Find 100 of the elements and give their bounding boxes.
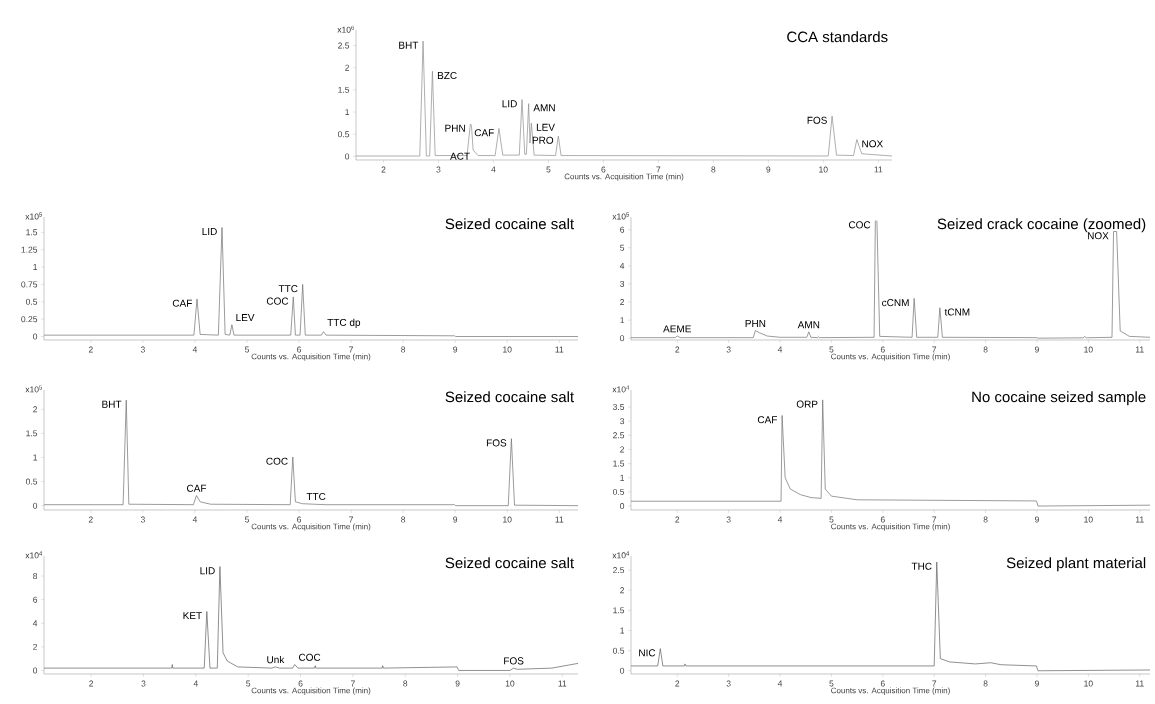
annotation: PHN	[445, 124, 465, 132]
y-tick-label: 1	[620, 474, 625, 481]
y-axis-title: x10$^{4}$	[25, 551, 43, 559]
y-tick-label: 0	[620, 335, 625, 342]
x-tick-label: 3	[726, 680, 731, 687]
x-tick-label: 2	[675, 680, 680, 687]
y-axis-title: x10$^{4}$	[612, 551, 630, 559]
x-tick-label: 6	[601, 166, 606, 173]
annotation: ACT	[450, 152, 470, 160]
x-tick-label: 11	[1135, 516, 1144, 523]
y-tick-label: 3	[620, 280, 625, 287]
y-tick-label: 2.5	[613, 432, 625, 439]
x-tick-label: 8	[983, 516, 988, 523]
annotation: COC	[298, 653, 321, 661]
x-tick-label: 9	[766, 166, 771, 173]
chart-title: No cocaine seized sample	[972, 391, 1146, 406]
x-tick-label: 8	[401, 346, 406, 353]
x-tick-label: 5	[829, 680, 834, 687]
x-axis-title: Counts vs. Acquisition Time (min)	[251, 687, 371, 695]
chart-title: Seized cocaine salt	[445, 557, 574, 569]
x-axis-title: Counts vs. Acquisition Time (min)	[251, 523, 371, 531]
y-tick-label: 6	[33, 596, 38, 603]
x-tick-label: 11	[558, 680, 567, 687]
x-tick-label: 8	[711, 166, 716, 173]
x-tick-label: 6	[297, 346, 302, 353]
x-tick-label: 7	[349, 346, 354, 353]
x-tick-label: 11	[555, 346, 564, 353]
annotation: FOS	[807, 116, 827, 124]
x-tick-label: 6	[880, 680, 885, 687]
y-tick-label: 5	[620, 244, 625, 251]
y-tick-label: 1.5	[338, 86, 350, 93]
y-tick-label: 4	[32, 620, 38, 627]
x-tick-label: 4	[193, 680, 198, 687]
annotation: COC	[266, 297, 289, 305]
x-tick-label: 3	[140, 346, 145, 353]
x-tick-label: 11	[1135, 346, 1144, 353]
x-tick-label: 8	[983, 680, 988, 687]
x-tick-label: 7	[932, 680, 937, 687]
annotation: AMN	[797, 321, 820, 329]
annotation: TTC	[278, 285, 298, 293]
x-tick-label: 10	[503, 346, 512, 353]
x-tick-label: 5	[546, 166, 551, 173]
annotation: BZC	[437, 71, 457, 80]
x-tick-label: 7	[349, 516, 354, 523]
x-tick-label: 7	[656, 166, 661, 173]
y-tick-label: 6	[620, 226, 625, 233]
annotation: NOX	[1087, 232, 1109, 240]
y-tick-label: 0.5	[25, 298, 38, 305]
y-tick-label: 1	[33, 264, 38, 270]
x-tick-label: 4	[491, 166, 496, 173]
y-axis-title: x10$^{5}$	[612, 212, 630, 220]
x-tick-label: 3	[726, 346, 731, 353]
x-axis-title: Counts vs. Acquisition Time (min)	[831, 687, 950, 695]
annotation: THC	[911, 562, 932, 570]
x-tick-label: 9	[453, 516, 458, 523]
y-tick-label: 3.5	[612, 403, 625, 410]
annotation: NIC	[639, 649, 656, 657]
annotation: LEV	[536, 123, 555, 131]
y-tick-label: 2.5	[613, 567, 625, 574]
annotation: AEME	[663, 325, 691, 333]
annotation: COC	[266, 457, 288, 465]
annotation: NOX	[862, 140, 883, 148]
x-tick-label: 3	[140, 516, 145, 523]
y-axis-title: x10$^{4}$	[612, 385, 630, 393]
x-tick-label: 9	[1034, 680, 1039, 687]
x-tick-label: 7	[932, 516, 937, 523]
x-tick-label: 9	[1034, 516, 1039, 523]
y-tick-label: 1	[345, 109, 350, 115]
x-tick-label: 10	[819, 166, 828, 173]
y-tick-label: 0	[33, 333, 38, 340]
annotation: PRO	[532, 136, 554, 144]
y-tick-label: 1.5	[26, 430, 38, 437]
y-tick-label: 2	[620, 587, 625, 594]
chart-title: Seized crack cocaine (zoomed)	[937, 218, 1146, 233]
y-tick-label: 0	[620, 503, 625, 510]
x-tick-label: 7	[932, 346, 937, 353]
y-tick-label: 0	[33, 667, 38, 674]
x-tick-label: 4	[192, 346, 198, 353]
y-tick-label: 1.5	[613, 607, 625, 614]
y-tick-label: 1	[620, 627, 625, 634]
x-tick-label: 8	[403, 680, 408, 687]
x-tick-label: 5	[244, 346, 249, 353]
y-axis-title: x10$^{6}$	[337, 25, 355, 33]
x-tick-label: 10	[1084, 680, 1093, 687]
y-tick-label: 1	[33, 454, 38, 461]
y-tick-label: 2	[345, 64, 350, 71]
y-tick-label: 4	[619, 262, 625, 269]
x-tick-label: 3	[141, 680, 146, 687]
y-axis-title: x10$^{5}$	[25, 212, 43, 220]
y-tick-label: 1.25	[21, 246, 38, 253]
y-tick-label: 0.5	[612, 647, 625, 654]
x-tick-label: 8	[983, 346, 988, 353]
y-tick-label: 2	[33, 406, 38, 413]
y-tick-label: 2	[33, 643, 38, 650]
x-tick-label: 2	[88, 516, 93, 523]
x-tick-label: 3	[436, 166, 441, 173]
annotation: LID	[202, 228, 217, 235]
y-tick-label: 8	[33, 573, 38, 580]
annotation: BHT	[102, 400, 122, 408]
x-tick-label: 9	[453, 346, 458, 353]
